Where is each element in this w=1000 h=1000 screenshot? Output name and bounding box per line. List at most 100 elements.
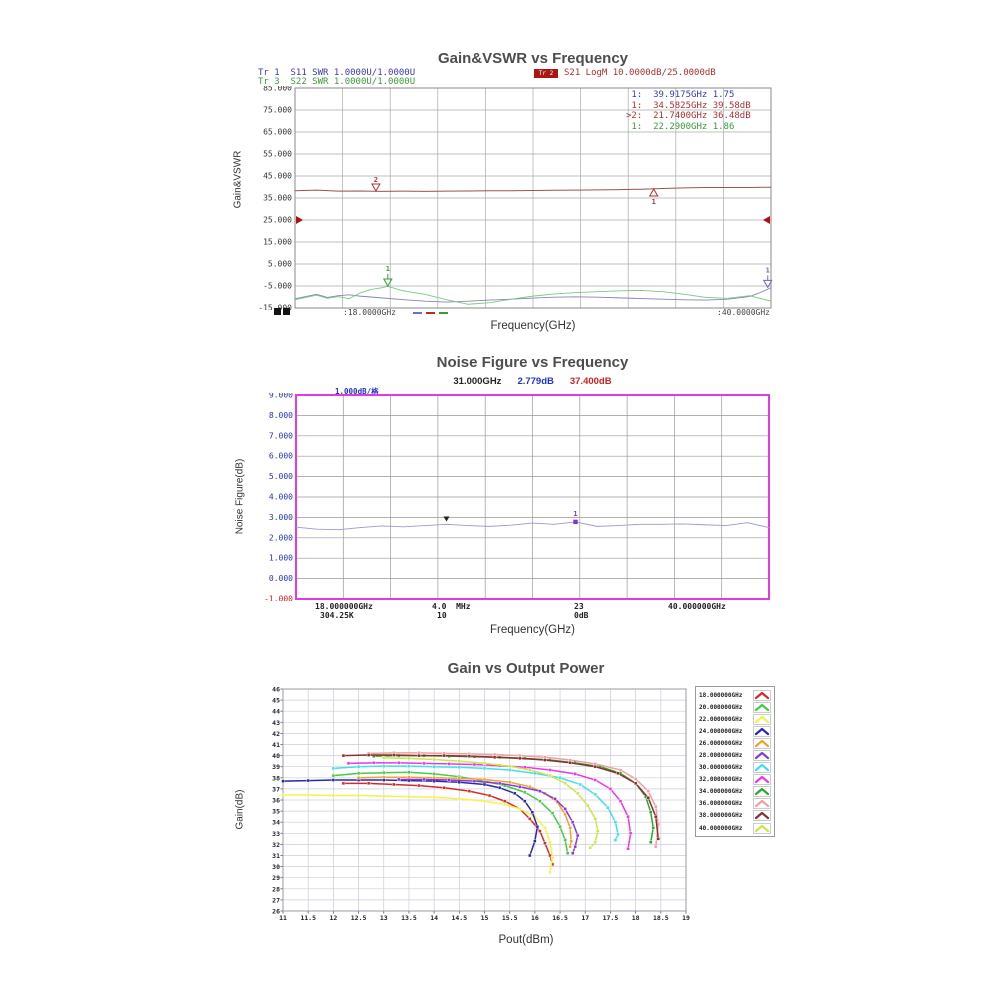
trace-dash-icon — [426, 312, 435, 314]
x-axis-label: Pout(dBm) — [498, 934, 554, 946]
chart-title: Gain&VSWR vs Frequency — [437, 50, 629, 67]
svg-text:15: 15 — [481, 914, 489, 922]
chart-title: Gain vs Output Power — [447, 660, 605, 677]
svg-text:1: 1 — [652, 198, 656, 206]
marker-readout-line: 1: 34.5825GHz 39.58dB — [626, 100, 751, 111]
softkey-square-icon — [283, 308, 290, 315]
svg-text:0.000: 0.000 — [269, 574, 293, 583]
svg-text:18: 18 — [632, 914, 640, 922]
svg-text:46: 46 — [272, 687, 280, 694]
legend-label: 26.000000GHz — [699, 739, 743, 747]
svg-text:37: 37 — [272, 785, 280, 793]
gain-vswr-plot: 85.00075.00065.00055.00045.00035.00025.0… — [258, 86, 773, 311]
legend-label: 36.000000GHz — [699, 800, 743, 808]
svg-text:1: 1 — [766, 266, 770, 274]
svg-text:6.000: 6.000 — [269, 452, 293, 461]
scale-per-div-label: 1.000dB/格 — [335, 387, 379, 396]
marker-readout: 31.000GHz 2.779dB 37.400dB — [296, 376, 769, 387]
svg-text:32: 32 — [272, 841, 280, 849]
legend-chevron-icon — [753, 798, 771, 810]
marker-gain: 37.400dB — [569, 376, 612, 387]
svg-text:39: 39 — [272, 763, 280, 771]
svg-text:2.000: 2.000 — [269, 533, 293, 542]
svg-text:40: 40 — [272, 752, 280, 760]
legend-label: 38.000000GHz — [699, 812, 743, 820]
y-axis-label: Noise Figure(dB) — [234, 458, 246, 535]
svg-text:31: 31 — [272, 852, 280, 860]
legend-item: 30.000000GHz — [699, 762, 771, 774]
temperature-label: 304.25K — [320, 611, 354, 620]
svg-text:19: 19 — [682, 914, 690, 922]
trace-dash-icon — [413, 312, 422, 314]
svg-text:16.5: 16.5 — [552, 914, 568, 922]
chart-title: Noise Figure vs Frequency — [436, 354, 629, 371]
marker-noise-figure: 2.779dB — [517, 376, 554, 387]
legend-item: 38.000000GHz — [699, 810, 771, 822]
svg-text:28: 28 — [272, 885, 280, 893]
legend-item: 18.000000GHz — [699, 689, 771, 701]
svg-text:18.5: 18.5 — [653, 914, 669, 922]
svg-text:1.000: 1.000 — [269, 554, 293, 563]
svg-text:5.000: 5.000 — [268, 260, 292, 269]
svg-text:1: 1 — [386, 265, 390, 273]
svg-text:43: 43 — [272, 719, 280, 727]
svg-text:29: 29 — [272, 874, 280, 882]
svg-text:36: 36 — [272, 797, 280, 805]
legend-chevron-icon — [753, 701, 771, 713]
start-frequency-label: 18.000000GHz — [315, 602, 373, 611]
stop-frequency-label: 40.000000GHz — [668, 602, 726, 611]
svg-text:34: 34 — [272, 819, 280, 827]
legend-item: 34.000000GHz — [699, 786, 771, 798]
noise-figure-chart: Noise Figure vs Frequency 31.000GHz 2.77… — [230, 352, 800, 658]
svg-text:4.000: 4.000 — [269, 493, 293, 502]
svg-text:75.000: 75.000 — [263, 106, 292, 115]
legend-label: 24.000000GHz — [699, 727, 743, 735]
y-axis-label: Gain&VSWR — [232, 150, 244, 209]
attenuation-db-label: 0dB — [574, 611, 589, 620]
svg-text:14.5: 14.5 — [451, 914, 467, 922]
svg-text:85.000: 85.000 — [263, 86, 292, 93]
svg-text:45.000: 45.000 — [263, 172, 292, 181]
svg-text:65.000: 65.000 — [263, 128, 292, 137]
svg-text:30: 30 — [272, 863, 280, 871]
legend-label: 32.000000GHz — [699, 776, 743, 784]
x-axis-label: Frequency(GHz) — [490, 624, 575, 636]
legend-item: 22.000000GHz — [699, 713, 771, 725]
svg-text:5.000: 5.000 — [269, 472, 293, 481]
svg-text:-15.000: -15.000 — [258, 304, 292, 311]
legend-chevron-icon — [753, 786, 771, 798]
legend-label: 20.000000GHz — [699, 703, 743, 711]
legend-item: 40.000000GHz — [699, 822, 771, 834]
legend-chevron-icon — [753, 774, 771, 786]
svg-text:33: 33 — [272, 830, 280, 838]
svg-text:35: 35 — [272, 808, 280, 816]
trace2-legend: S21 LogM 10.0000dB/25.0000dB — [564, 68, 716, 78]
svg-text:16: 16 — [531, 914, 539, 922]
gain-pout-plot: 46 45 44 43 42 41 40 39 38 37 36 35 34 33 32 31 30 29 28 27… — [272, 687, 690, 922]
legend-chevron-icon — [753, 737, 771, 749]
svg-text:-5.000: -5.000 — [263, 282, 292, 291]
svg-text:25.000: 25.000 — [263, 216, 292, 225]
svg-text:41: 41 — [272, 741, 280, 749]
x-axis-label: Frequency(GHz) — [490, 320, 576, 332]
svg-text:2: 2 — [374, 176, 378, 184]
svg-text:1: 1 — [573, 510, 577, 518]
svg-text:17.5: 17.5 — [603, 914, 619, 922]
svg-text:15.5: 15.5 — [502, 914, 518, 922]
marker-readout-line: 1: 39.9175GHz 1.75 — [626, 90, 735, 100]
gain-vswr-chart: Gain&VSWR vs Frequency Tr 1 S11 SWR 1.00… — [230, 46, 800, 346]
svg-text:35.000: 35.000 — [263, 194, 292, 203]
legend-item: 28.000000GHz — [699, 749, 771, 762]
svg-text:45: 45 — [272, 697, 280, 705]
stop-frequency-label: :40.0000GHz — [717, 308, 770, 317]
legend-label: 34.000000GHz — [699, 788, 743, 796]
legend-label: 18.000000GHz — [699, 691, 743, 699]
trace-dash-icon — [439, 312, 448, 314]
trace1-legend: Tr 1 S11 SWR 1.0000U/1.0000U — [258, 68, 416, 78]
svg-text:27: 27 — [272, 896, 280, 904]
svg-text:8.000: 8.000 — [269, 411, 293, 420]
legend-chevron-icon — [753, 713, 771, 725]
svg-text:11.5: 11.5 — [300, 914, 316, 922]
marker-readout-line: 1: 22.2900GHz 1.86 — [626, 121, 735, 132]
